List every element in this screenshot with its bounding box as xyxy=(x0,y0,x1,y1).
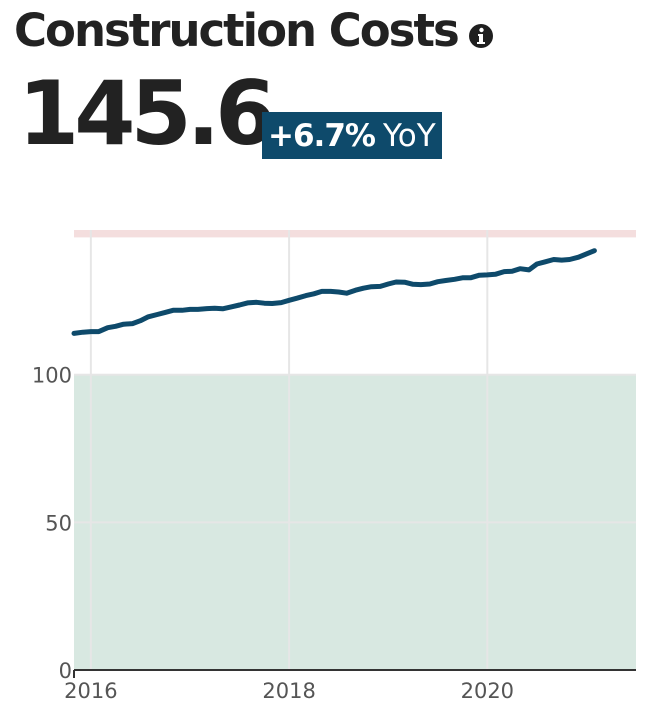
x-tick-label-2020: 2020 xyxy=(461,679,514,703)
value-row: 145.6 xyxy=(18,62,276,165)
series-line-0 xyxy=(71,248,597,336)
chart-series xyxy=(71,248,597,336)
x-tick-label-2018: 2018 xyxy=(262,679,315,703)
info-icon[interactable] xyxy=(468,23,494,49)
page-title: Construction Costs xyxy=(14,4,460,57)
chart-bands xyxy=(74,230,636,670)
y-tick-label-50: 50 xyxy=(45,511,72,535)
current-value: 145.6 xyxy=(18,62,276,165)
y-tick-label-100: 100 xyxy=(32,364,72,388)
yoy-change-label: YoY xyxy=(382,117,436,154)
chart-grid xyxy=(74,230,636,670)
chart-ticks: 0 50 100 2016 2018 2020 xyxy=(32,364,514,703)
band-upper xyxy=(74,230,636,238)
x-tick-label-2016: 2016 xyxy=(64,679,117,703)
y-tick-label-0: 0 xyxy=(59,659,72,683)
yoy-change-badge: +6.7% YoY xyxy=(262,112,442,159)
chart-axes xyxy=(73,669,636,678)
yoy-change-value: +6.7% xyxy=(268,117,376,154)
title-row: Construction Costs xyxy=(14,4,494,57)
